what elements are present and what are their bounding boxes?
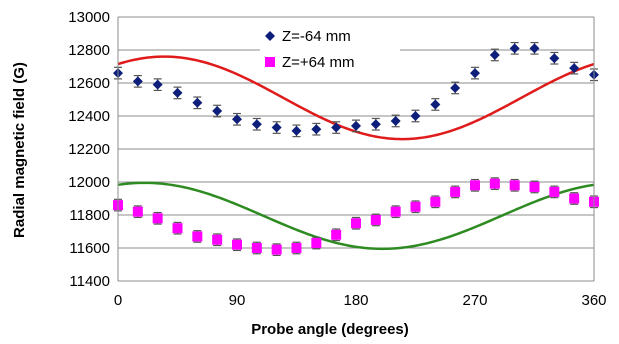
- data-points: [113, 43, 599, 255]
- data-point-1: [271, 122, 282, 133]
- y-tick-label: 11800: [69, 207, 110, 224]
- legend-marker-1: [265, 31, 275, 41]
- data-point-1: [410, 111, 421, 121]
- x-tick-label: 180: [343, 292, 368, 309]
- data-point-1: [549, 53, 560, 64]
- legend: Z=-64 mm Z=+64 mm: [260, 22, 400, 74]
- y-tick-label: 12200: [68, 141, 110, 158]
- data-point-2: [172, 223, 183, 234]
- legend-label-1: Z=-64 mm: [282, 28, 351, 45]
- data-point-2: [569, 193, 580, 204]
- data-point-2: [410, 201, 421, 212]
- fit-curve-2: [117, 181, 595, 251]
- x-axis-title: Probe angle (degrees): [251, 321, 409, 338]
- data-point-1: [132, 76, 143, 87]
- data-point-2: [152, 213, 163, 224]
- y-tick-label: 11600: [69, 240, 110, 257]
- data-point-1: [291, 125, 302, 136]
- data-point-2: [529, 181, 540, 192]
- data-point-2: [390, 206, 401, 217]
- x-tick-label: 0: [114, 292, 122, 309]
- data-point-1: [311, 124, 322, 135]
- data-point-2: [489, 178, 500, 189]
- data-point-2: [291, 243, 302, 253]
- data-point-1: [172, 87, 183, 98]
- axes: [117, 17, 595, 282]
- legend-background: [260, 22, 400, 74]
- data-point-2: [331, 229, 342, 240]
- legend-marker-2: [265, 57, 275, 67]
- data-point-1: [509, 43, 520, 54]
- data-point-1: [152, 79, 163, 90]
- tick-labels: 11400 11600 11800 12000 12200 12400 12600 12800…: [68, 9, 606, 309]
- data-point-2: [212, 234, 223, 245]
- data-point-1: [569, 63, 580, 74]
- data-point-1: [351, 120, 361, 131]
- data-point-1: [212, 106, 223, 117]
- data-point-1: [489, 49, 500, 60]
- y-tick-label: 12000: [68, 174, 110, 191]
- data-point-2: [450, 186, 461, 197]
- x-tick-label: 360: [581, 292, 606, 309]
- data-point-1: [251, 119, 262, 130]
- data-point-2: [311, 238, 322, 249]
- y-tick-label: 11400: [69, 273, 110, 290]
- data-point-1: [232, 114, 242, 125]
- data-point-2: [509, 180, 520, 191]
- data-point-2: [271, 244, 282, 255]
- y-tick-label: 13000: [68, 9, 110, 26]
- y-tick-label: 12600: [68, 75, 110, 92]
- data-point-2: [251, 243, 262, 253]
- data-point-2: [232, 239, 242, 250]
- gridlines: [118, 16, 594, 282]
- data-point-1: [370, 119, 381, 130]
- data-point-2: [132, 206, 143, 217]
- data-point-1: [390, 115, 401, 126]
- x-tick-label: 270: [462, 292, 487, 309]
- data-point-2: [351, 218, 361, 229]
- data-point-1: [331, 122, 342, 133]
- y-tick-label: 12800: [68, 42, 110, 59]
- data-point-1: [450, 82, 461, 93]
- data-point-1: [529, 43, 540, 54]
- y-axis-title: Radial magnetic field (G): [11, 62, 28, 238]
- y-tick-label: 12400: [68, 108, 110, 125]
- data-point-2: [192, 231, 203, 242]
- data-point-2: [470, 180, 480, 191]
- x-tick-label: 90: [229, 292, 246, 309]
- data-point-2: [430, 196, 441, 207]
- data-point-2: [370, 214, 381, 225]
- legend-label-2: Z=+64 mm: [282, 54, 355, 71]
- data-point-1: [470, 68, 480, 79]
- data-point-1: [192, 97, 203, 108]
- data-point-2: [549, 186, 560, 197]
- data-point-1: [430, 99, 441, 110]
